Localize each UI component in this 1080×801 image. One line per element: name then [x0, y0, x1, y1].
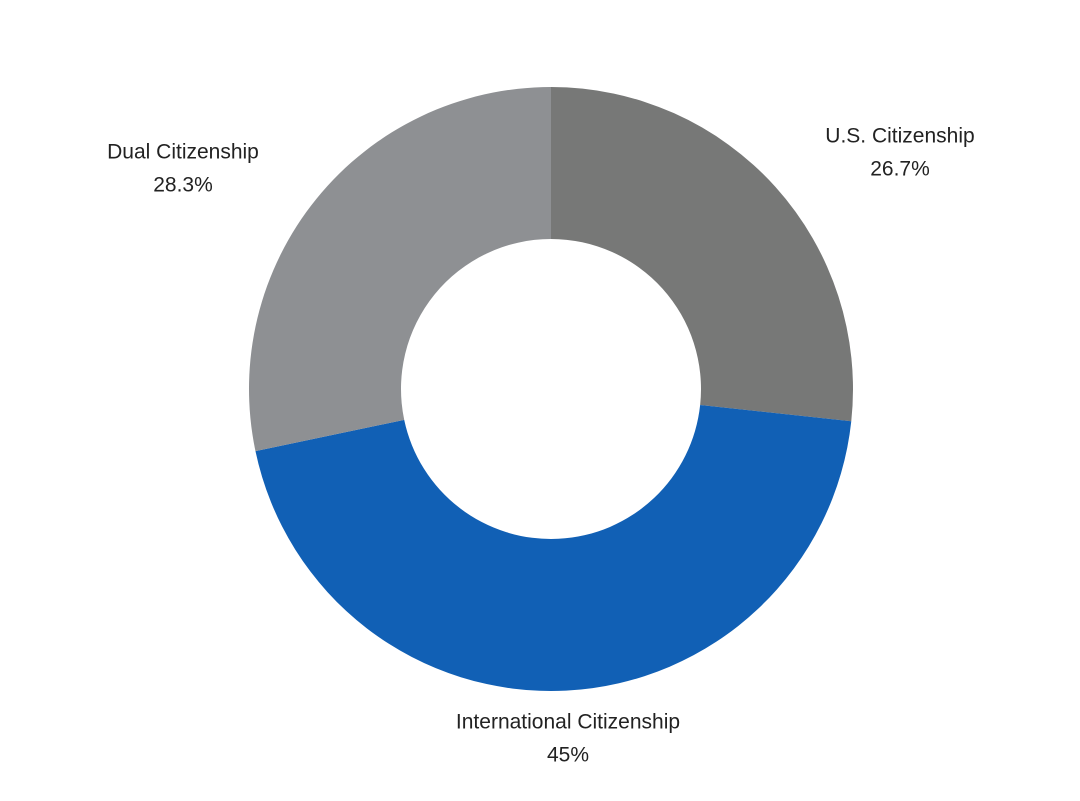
slice-label: U.S. Citizenship: [825, 125, 974, 148]
donut-slice: [248, 87, 551, 452]
slice-label: Dual Citizenship: [107, 141, 259, 164]
slice-value-label: 28.3%: [153, 174, 213, 197]
slice-value-label: 26.7%: [870, 158, 930, 181]
donut-slice: [551, 87, 853, 422]
donut-slice: [255, 404, 852, 691]
slice-label: International Citizenship: [456, 711, 680, 734]
slice-value-label: 45%: [547, 744, 589, 767]
